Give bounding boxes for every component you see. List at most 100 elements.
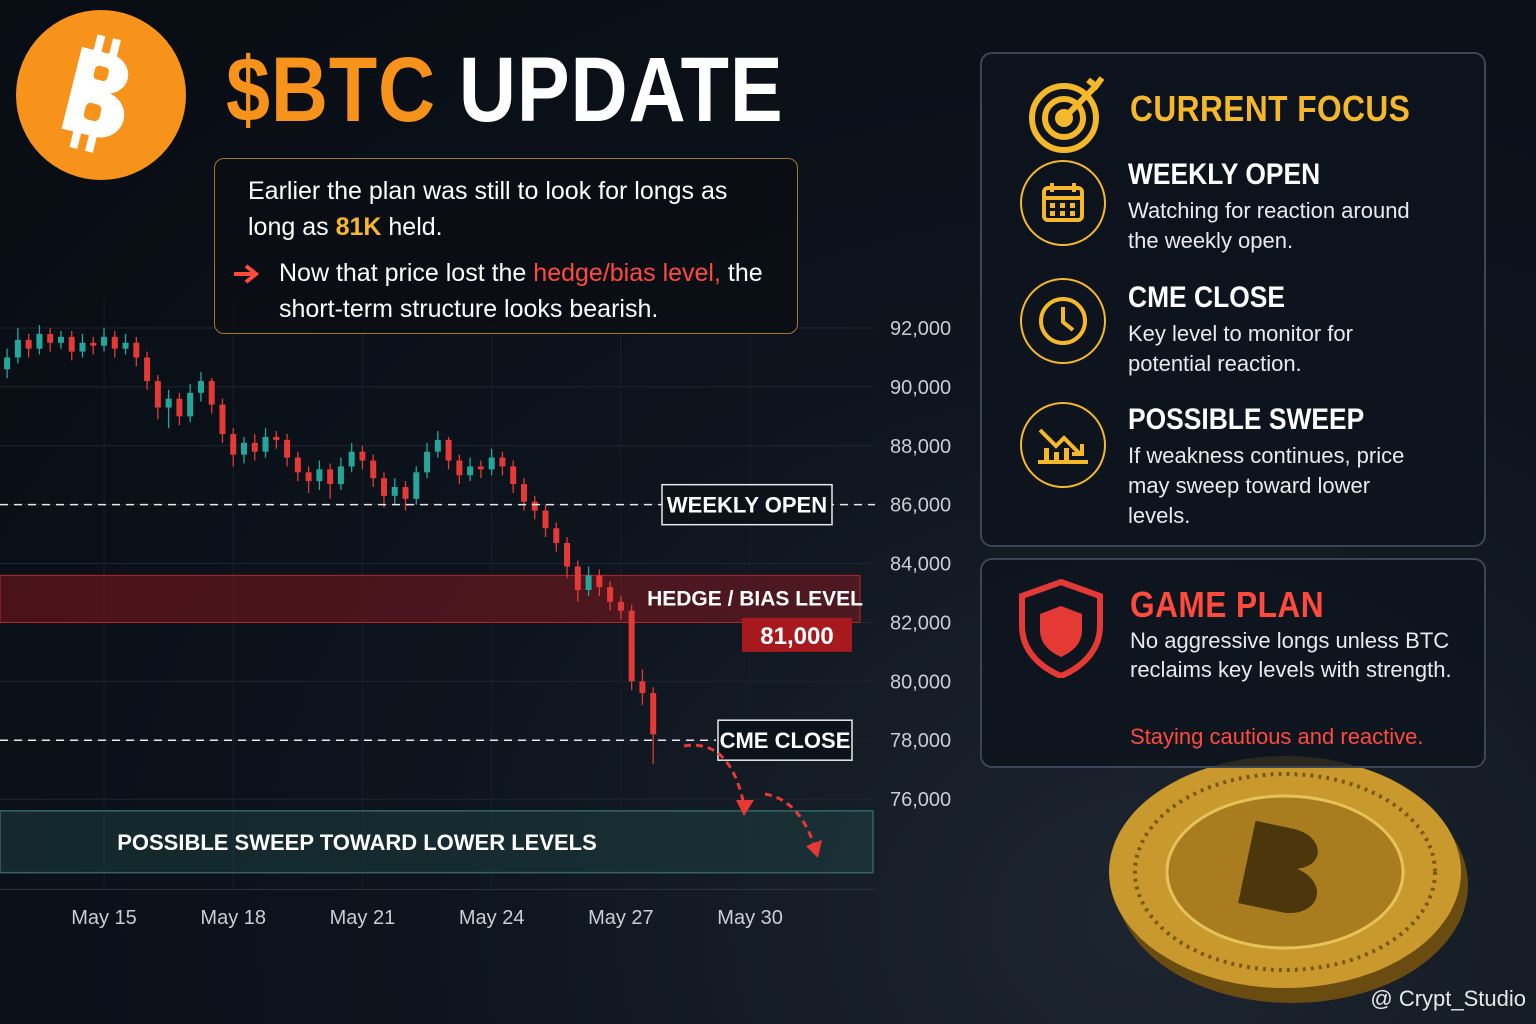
- candle-body: [262, 436, 269, 452]
- level-label: CME CLOSE: [720, 728, 851, 753]
- candle-body: [467, 466, 474, 476]
- x-tick-label: May 15: [71, 907, 137, 929]
- candle-body: [337, 466, 344, 485]
- candle-body: [219, 404, 226, 435]
- candle-body: [585, 575, 592, 591]
- focus-item-text: Watching for reaction around the weekly …: [1128, 198, 1410, 253]
- bitcoin-logo: [16, 10, 186, 180]
- note-text: Now that price lost the: [279, 259, 534, 287]
- candle-body: [553, 528, 560, 543]
- x-tick-label: May 27: [588, 907, 654, 929]
- y-tick-label: 84,000: [890, 554, 951, 576]
- focus-title: CURRENT FOCUS: [1130, 88, 1411, 129]
- focus-item-title: WEEKLY OPEN: [1128, 158, 1321, 191]
- candle-body: [133, 342, 140, 358]
- level-label: WEEKLY OPEN: [667, 493, 827, 518]
- candle-body: [596, 575, 603, 588]
- title-word: UPDATE: [458, 39, 784, 141]
- candle-body: [284, 439, 291, 458]
- candle-body: [477, 466, 484, 470]
- candle-body: [14, 339, 21, 358]
- candle-body: [57, 336, 64, 343]
- hedge-band: [0, 574, 861, 623]
- sweep-arrows: [683, 743, 817, 849]
- candle-body: [639, 681, 646, 694]
- note-paragraph: Earlier the plan was still to look for l…: [248, 173, 777, 245]
- level-label-box: [661, 483, 833, 526]
- hedge-value-label: 81,000: [760, 623, 833, 650]
- note-text: held.: [381, 213, 443, 241]
- candle-body: [434, 439, 441, 452]
- candle-body: [391, 487, 398, 496]
- y-tick-label: 76,000: [890, 789, 951, 811]
- candle-body: [650, 693, 657, 735]
- calendar-icon: [1020, 160, 1106, 246]
- candle-body: [531, 501, 538, 511]
- candle-body: [294, 457, 301, 473]
- candle-body: [111, 336, 118, 349]
- candle-body: [251, 442, 258, 452]
- arrow-heads: [736, 800, 822, 858]
- candle-body: [445, 439, 452, 461]
- candle-body: [628, 610, 635, 682]
- candle-body: [607, 587, 614, 602]
- candle-body: [499, 457, 506, 467]
- candle-body: [47, 333, 54, 343]
- focus-item-title: CME CLOSE: [1128, 281, 1285, 314]
- candle-body: [273, 436, 280, 440]
- candle-body: [617, 601, 624, 611]
- note-highlight: hedge/bias level,: [533, 259, 721, 287]
- focus-item-text: Key level to monitor for potential react…: [1128, 321, 1353, 376]
- candle-body: [316, 469, 323, 482]
- candle-body: [574, 566, 581, 591]
- plot: 76,000 78,000 80,000 82,000 84,000 86,000 88,0…: [0, 298, 951, 929]
- sweep-zone-label: POSSIBLE SWEEP TOWARD LOWER LEVELS: [117, 830, 597, 855]
- game-plan-panel: GAME PLAN No aggressive longs unless BTC…: [980, 558, 1486, 768]
- game-plan-text: No aggressive longs unless BTC reclaims …: [1130, 628, 1452, 682]
- sweep-zone: [0, 810, 874, 874]
- candle-body: [305, 472, 312, 482]
- candle-body: [370, 460, 377, 479]
- candle-body: [176, 398, 183, 417]
- sweep-icon: [1020, 402, 1106, 488]
- y-tick-label: 86,000: [890, 495, 951, 517]
- candle-body: [380, 478, 387, 496]
- hedge-value-box: [742, 617, 852, 652]
- note-text: Earlier the plan was still to look for l…: [248, 177, 728, 241]
- candle-body: [187, 392, 194, 417]
- focus-panel: CURRENT FOCUS WEEKLY OPEN Watching for r…: [980, 52, 1486, 547]
- candle-body: [4, 357, 11, 370]
- y-tick-label: 88,000: [890, 436, 951, 458]
- arrow-icon: [234, 264, 260, 284]
- y-tick-label: 82,000: [890, 612, 951, 634]
- candle-body: [101, 336, 108, 346]
- candle-body: [413, 472, 420, 499]
- shield-icon: [1019, 578, 1103, 678]
- candle-body: [348, 451, 355, 467]
- candle-body: [144, 357, 151, 382]
- candle-body: [520, 484, 527, 502]
- candle-body: [122, 342, 129, 349]
- note-box: Earlier the plan was still to look for l…: [214, 158, 798, 334]
- clock-icon: [1020, 278, 1106, 364]
- game-plan-title: GAME PLAN: [1130, 584, 1325, 625]
- candle-body: [488, 457, 495, 470]
- x-tick-label: May 30: [717, 907, 783, 929]
- candle-body: [359, 451, 366, 461]
- candle-body: [327, 469, 334, 485]
- candle-body: [68, 336, 75, 352]
- candle-body: [79, 342, 86, 352]
- level-label: HEDGE / BIAS LEVEL: [647, 587, 863, 610]
- focus-item-text: If weakness continues, price may sweep t…: [1128, 443, 1405, 528]
- focus-item-title: POSSIBLE SWEEP: [1128, 403, 1365, 436]
- candle-body: [402, 487, 409, 499]
- note-highlight: 81K: [335, 213, 382, 241]
- candle-body: [25, 339, 32, 349]
- candle-body: [424, 451, 431, 473]
- target-icon: [1029, 76, 1105, 153]
- level-label-box: [717, 719, 853, 761]
- y-tick-label: 90,000: [890, 377, 951, 399]
- candle-body: [456, 460, 463, 476]
